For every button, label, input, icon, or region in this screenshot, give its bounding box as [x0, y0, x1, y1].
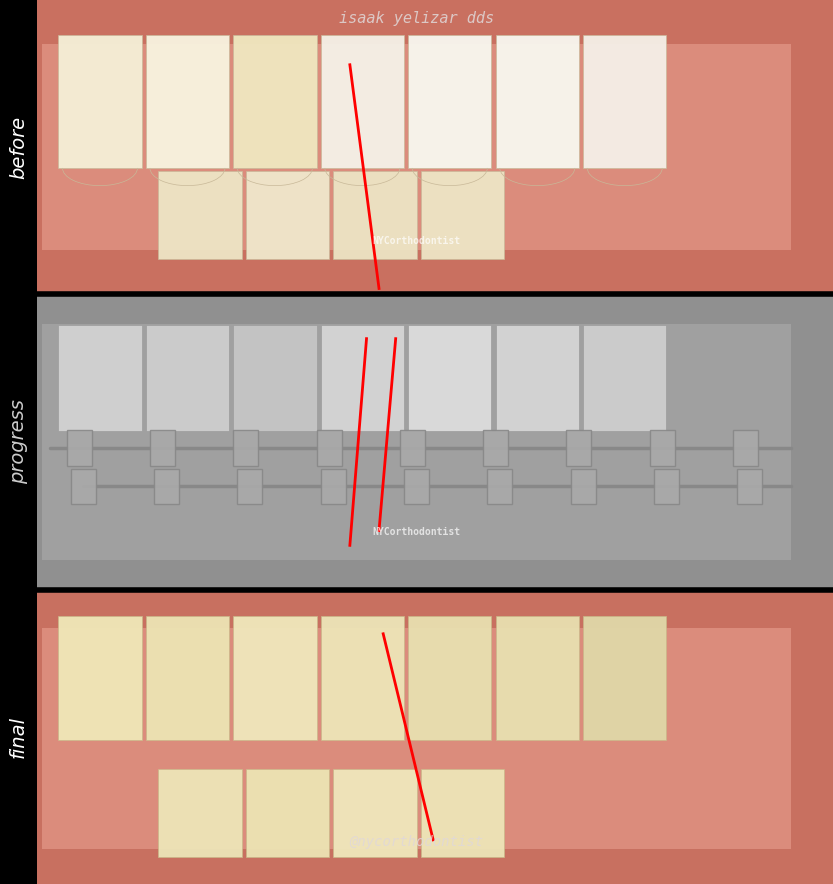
Bar	[58, 616, 142, 740]
Bar	[158, 171, 242, 259]
Bar	[733, 431, 758, 466]
Bar	[42, 44, 791, 250]
Bar	[237, 469, 262, 504]
Bar	[654, 469, 679, 504]
Bar	[317, 431, 342, 466]
Bar	[233, 431, 258, 466]
Bar	[404, 469, 429, 504]
Bar	[58, 35, 142, 168]
Bar	[0, 294, 833, 590]
Bar	[42, 628, 791, 849]
Bar	[421, 171, 504, 259]
Bar	[0, 0, 37, 884]
Bar	[496, 325, 579, 431]
Bar	[321, 35, 404, 168]
Bar	[321, 469, 346, 504]
Bar	[146, 616, 229, 740]
Text: NYCorthodontist: NYCorthodontist	[372, 236, 461, 246]
Bar	[400, 431, 425, 466]
Bar	[583, 35, 666, 168]
Bar	[650, 431, 675, 466]
Bar	[146, 35, 229, 168]
Bar	[408, 325, 491, 431]
Bar	[496, 616, 579, 740]
Text: final: final	[9, 716, 27, 758]
Bar	[333, 769, 416, 857]
Bar	[233, 35, 317, 168]
Bar	[566, 431, 591, 466]
Text: NYCorthodontist: NYCorthodontist	[372, 527, 461, 537]
Text: before: before	[9, 116, 27, 179]
Bar	[67, 431, 92, 466]
Text: progress: progress	[9, 400, 27, 484]
Bar	[0, 590, 833, 884]
Bar	[233, 325, 317, 431]
Bar	[408, 35, 491, 168]
Bar	[233, 616, 317, 740]
Bar	[0, 0, 833, 294]
Bar	[408, 616, 491, 740]
Bar	[737, 469, 762, 504]
Bar	[583, 616, 666, 740]
Text: isaak yelizar dds: isaak yelizar dds	[339, 11, 494, 26]
Bar	[146, 325, 229, 431]
Text: @nycorthodontist: @nycorthodontist	[350, 834, 483, 849]
Bar	[150, 431, 175, 466]
Bar	[333, 171, 416, 259]
Bar	[246, 171, 329, 259]
Bar	[571, 469, 596, 504]
Bar	[58, 325, 142, 431]
Bar	[154, 469, 179, 504]
Bar	[483, 431, 508, 466]
Bar	[158, 769, 242, 857]
Bar	[321, 325, 404, 431]
Bar	[421, 769, 504, 857]
Bar	[487, 469, 512, 504]
Bar	[583, 325, 666, 431]
Bar	[246, 769, 329, 857]
Bar	[42, 324, 791, 560]
Bar	[71, 469, 96, 504]
Bar	[321, 616, 404, 740]
Bar	[496, 35, 579, 168]
